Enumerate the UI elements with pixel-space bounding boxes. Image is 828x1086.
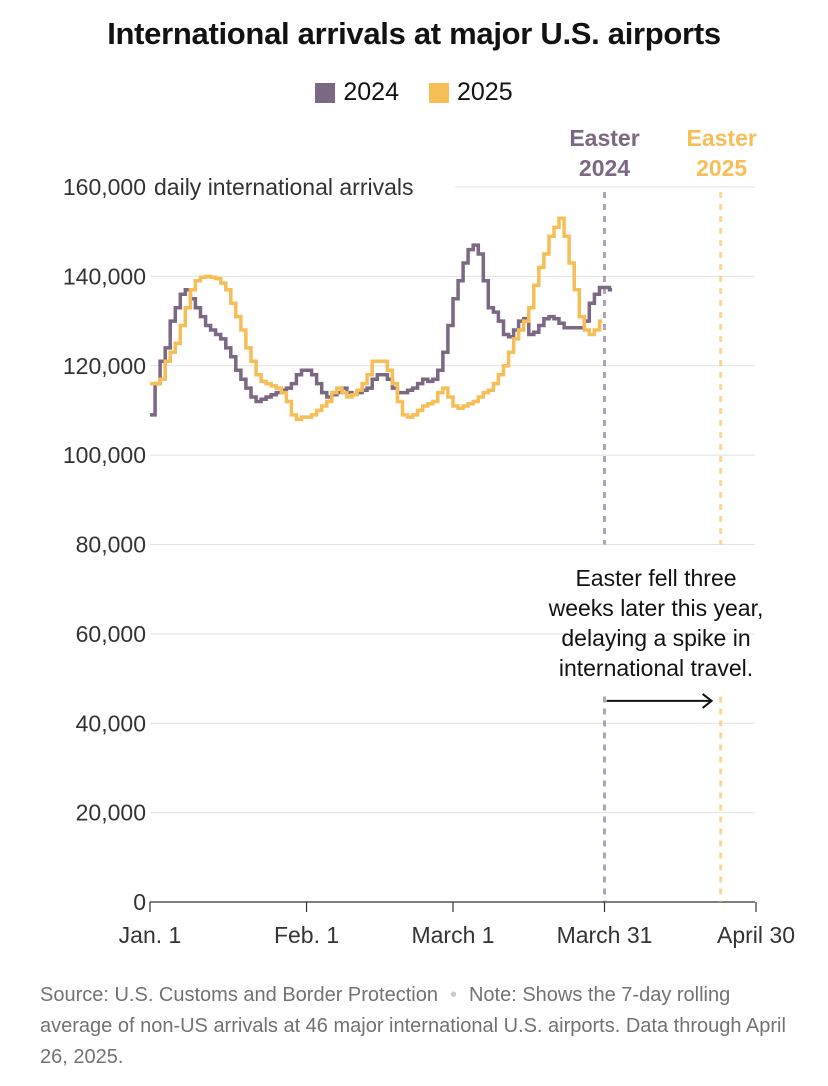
- legend-label-2025: 2025: [457, 78, 513, 106]
- annotation-text-line: delaying a spike in: [561, 625, 750, 651]
- y-tick-label: 80,000: [76, 532, 146, 558]
- y-tick-label: 160,000: [63, 174, 146, 200]
- y-tick-label: 140,000: [63, 263, 146, 289]
- chart-legend: 2024 2025: [0, 78, 828, 107]
- source-note: Source: U.S. Customs and Border Protecti…: [40, 984, 438, 1006]
- legend-label-2024: 2024: [343, 78, 399, 106]
- y-tick-label: 60,000: [76, 621, 146, 647]
- y-tick-label: 40,000: [76, 710, 146, 736]
- annotation-text-line: international travel.: [559, 655, 753, 681]
- line-chart: 0 20,000 40,000 60,000 80,000 100,000 120,000 1…: [63, 125, 795, 948]
- x-tick-label: Jan. 1: [119, 922, 182, 948]
- easter-label-line1: Easter: [686, 125, 756, 151]
- legend-swatch-2024: [315, 82, 336, 103]
- x-tick-label: April 30: [717, 922, 795, 948]
- legend-item-2025: 2025: [429, 78, 513, 107]
- easter-label-line2: 2025: [696, 155, 747, 181]
- series-line-2024: [150, 243, 613, 417]
- y-tick-label: 20,000: [76, 800, 146, 826]
- annotation-text-line: weeks later this year,: [548, 595, 764, 621]
- easter-label-line2: 2024: [579, 155, 630, 181]
- easter-label-line1: Easter: [569, 125, 639, 151]
- series-line-2025: [150, 216, 602, 422]
- legend-item-2024: 2024: [315, 78, 399, 107]
- chart-title: International arrivals at major U.S. air…: [107, 16, 721, 51]
- chart-footer: Source: U.S. Customs and Border Protecti…: [40, 980, 790, 1073]
- y-tick-label: 120,000: [63, 353, 146, 379]
- x-tick-label: March 31: [557, 922, 653, 948]
- annotation-arrow-head-icon: [701, 693, 714, 709]
- separator-dot-icon: •: [449, 984, 457, 1006]
- y-axis-label: daily international arrivals: [154, 174, 414, 200]
- x-tick-label: March 1: [411, 922, 494, 948]
- x-tick-label: Feb. 1: [274, 922, 339, 948]
- annotation-text-line: Easter fell three: [575, 565, 736, 591]
- legend-swatch-2025: [429, 82, 449, 103]
- y-tick-label: 100,000: [63, 442, 146, 468]
- y-tick-label: 0: [133, 889, 146, 915]
- data-note: Note: Shows the 7-day rolling average of…: [40, 984, 786, 1068]
